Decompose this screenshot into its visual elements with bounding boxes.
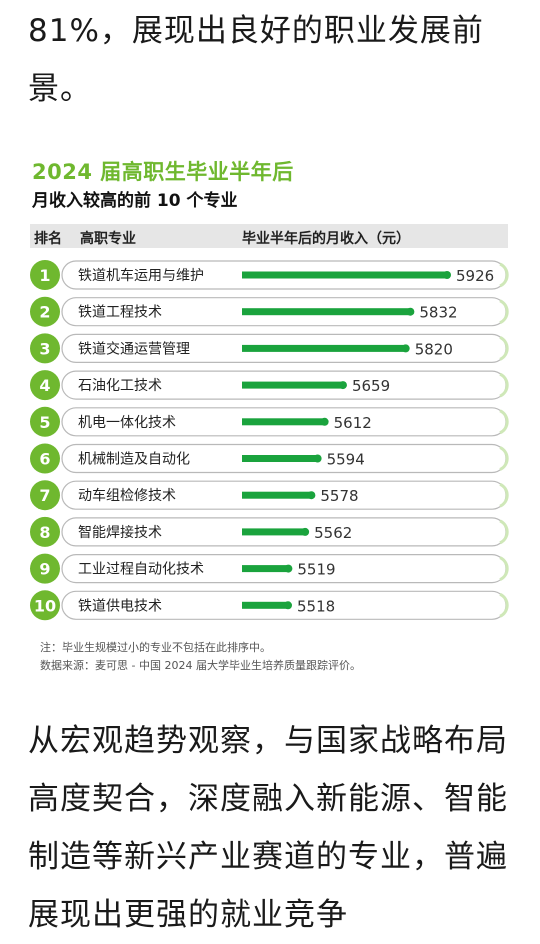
income-value-label: 5578 [320, 487, 358, 505]
rank-label: 3 [39, 339, 50, 358]
rank-label: 6 [39, 450, 50, 469]
rank-circle [30, 443, 60, 474]
rank-circle [30, 406, 60, 437]
income-bar-cap [406, 307, 415, 316]
income-bar [242, 308, 411, 316]
rank-circle [30, 296, 60, 327]
row-edge-accent [499, 336, 509, 361]
income-value-label: 5594 [327, 451, 365, 469]
rank-label: 9 [39, 560, 50, 579]
income-bar [242, 455, 318, 462]
income-bar [242, 601, 288, 609]
income-bar [242, 528, 306, 536]
income-bar-cap [283, 601, 292, 610]
income-bar-cap [307, 491, 316, 500]
rank-circle [30, 480, 60, 511]
income-bar-cap [443, 271, 451, 279]
income-bar [242, 418, 325, 426]
chart-subtitle: 月收入较高的前 10 个专业 [32, 191, 238, 211]
row-edge-accent [499, 556, 509, 581]
major-label: 机械制造及自动化 [78, 452, 190, 468]
major-label: 石油化工技术 [78, 378, 162, 394]
row-edge-accent [499, 482, 509, 508]
rank-circle [30, 370, 60, 401]
income-bar [242, 381, 343, 389]
rank-label: 7 [39, 486, 50, 505]
income-bar-cap [301, 527, 310, 536]
row-edge-accent [499, 409, 509, 435]
major-label: 智能焊接技术 [78, 524, 162, 541]
rank-circle [30, 590, 60, 621]
rank-label: 10 [34, 596, 56, 615]
rank-circle [30, 553, 60, 584]
rank-label: 2 [39, 303, 50, 322]
income-bar-cap [401, 344, 410, 353]
rank-label: 8 [39, 523, 50, 542]
income-value-label: 5820 [415, 340, 453, 358]
income-bar-cap [338, 381, 347, 390]
income-value-label: 5926 [456, 267, 494, 285]
paragraph-bottom: 从宏观趋势观察，与国家战略布局高度契合，深度融入新能源、智能制造等新兴产业赛道的… [28, 723, 508, 933]
income-value-label: 5518 [297, 597, 335, 615]
income-value-label: 5562 [314, 524, 352, 542]
major-label: 动车组检修技术 [78, 487, 176, 504]
row-edge-accent [499, 446, 509, 471]
chart-note: 注：毕业生规模过小的专业不包括在此排序中。 [40, 641, 271, 654]
rank-label: 4 [39, 376, 50, 395]
table-header-band [30, 224, 508, 248]
header-major: 高职专业 [80, 231, 136, 247]
income-bar [242, 344, 406, 352]
rank-label: 5 [39, 413, 50, 432]
paragraph-top: 81%，展现出良好的职业发展前景。 [28, 13, 484, 107]
row-edge-accent [499, 519, 509, 545]
income-bar [242, 565, 289, 573]
income-bar [242, 491, 312, 499]
major-label: 铁道机车运用与维护 [78, 267, 204, 284]
income-value-label: 5519 [297, 561, 335, 579]
header-income: 毕业半年后的月收入（元） [242, 231, 410, 247]
chart-source: 数据来源：麦可思 - 中国 2024 届大学毕业生培养质量跟踪评价。 [40, 659, 361, 672]
income-bar-cap [320, 417, 329, 426]
rank-circle [30, 260, 60, 290]
income-value-label: 5832 [419, 304, 457, 322]
header-rank: 排名 [34, 231, 62, 247]
income-value-label: 5612 [334, 414, 372, 432]
major-label: 铁道工程技术 [78, 305, 162, 321]
income-bar [242, 271, 447, 279]
income-value-label: 5659 [352, 377, 390, 395]
row-edge-accent [499, 299, 509, 325]
major-label: 工业过程自动化技术 [78, 562, 204, 578]
major-label: 铁道供电技术 [78, 598, 162, 614]
rank-circle [30, 516, 60, 547]
major-label: 铁道交通运营管理 [78, 340, 190, 357]
income-bar-cap [284, 564, 293, 573]
income-bar-cap [313, 454, 322, 463]
rank-circle [30, 333, 60, 364]
chart-title: 2024 届高职生毕业半年后 [32, 160, 294, 184]
rank-label: 1 [39, 266, 50, 285]
major-label: 机电一体化技术 [78, 415, 176, 431]
row-edge-accent [499, 372, 509, 398]
row-edge-accent [499, 592, 509, 618]
row-edge-accent [499, 262, 509, 288]
